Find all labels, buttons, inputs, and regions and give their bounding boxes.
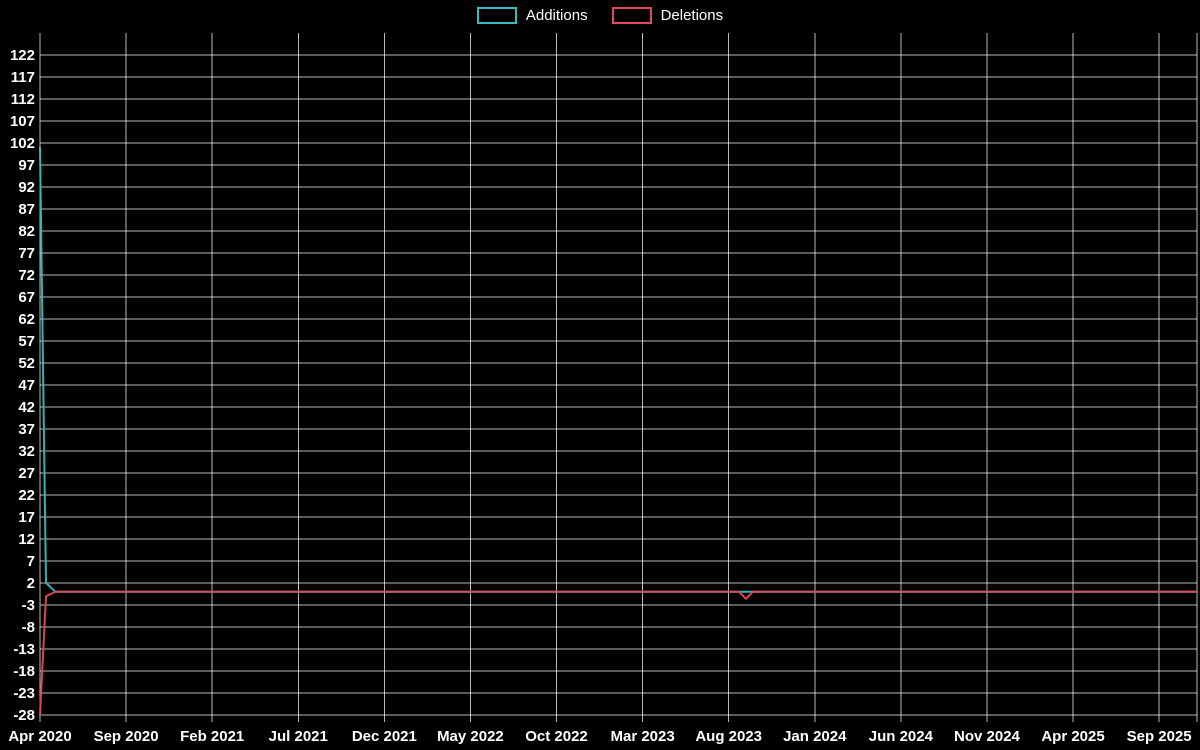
svg-text:97: 97 bbox=[18, 157, 35, 174]
svg-text:27: 27 bbox=[18, 465, 35, 482]
svg-text:Apr 2025: Apr 2025 bbox=[1041, 728, 1104, 745]
svg-text:Oct 2022: Oct 2022 bbox=[525, 728, 588, 745]
y-axis-tick-labels: 1221171121071029792878277726762575247423… bbox=[10, 47, 35, 724]
svg-text:-8: -8 bbox=[22, 619, 35, 636]
svg-text:62: 62 bbox=[18, 311, 35, 328]
svg-text:77: 77 bbox=[18, 245, 35, 262]
svg-text:Mar 2023: Mar 2023 bbox=[610, 728, 674, 745]
svg-text:Sep 2025: Sep 2025 bbox=[1127, 728, 1192, 745]
svg-text:17: 17 bbox=[18, 509, 35, 526]
svg-text:Feb 2021: Feb 2021 bbox=[180, 728, 244, 745]
svg-text:Jan 2024: Jan 2024 bbox=[783, 728, 847, 745]
svg-text:47: 47 bbox=[18, 377, 35, 394]
svg-text:Jul 2021: Jul 2021 bbox=[269, 728, 328, 745]
svg-text:67: 67 bbox=[18, 289, 35, 306]
svg-text:Jun 2024: Jun 2024 bbox=[869, 728, 934, 745]
series-line-deletions bbox=[39, 590, 1198, 716]
series-line-additions bbox=[39, 146, 1198, 593]
svg-text:-28: -28 bbox=[13, 707, 35, 724]
svg-text:Nov 2024: Nov 2024 bbox=[954, 728, 1021, 745]
legend-item-deletions[interactable]: Deletions bbox=[611, 7, 724, 24]
legend-label-deletions: Deletions bbox=[660, 7, 724, 24]
svg-text:2: 2 bbox=[27, 575, 35, 592]
svg-text:22: 22 bbox=[18, 487, 35, 504]
deletions-swatch-icon bbox=[611, 7, 652, 24]
svg-text:Dec 2021: Dec 2021 bbox=[352, 728, 417, 745]
svg-text:87: 87 bbox=[18, 201, 35, 218]
svg-text:112: 112 bbox=[11, 91, 35, 108]
additions-swatch-icon bbox=[476, 7, 517, 24]
svg-text:122: 122 bbox=[10, 47, 35, 64]
svg-text:92: 92 bbox=[18, 179, 35, 196]
svg-text:72: 72 bbox=[18, 267, 35, 284]
legend-item-additions[interactable]: Additions bbox=[476, 7, 588, 24]
svg-text:-3: -3 bbox=[22, 597, 35, 614]
svg-text:Aug 2023: Aug 2023 bbox=[695, 728, 762, 745]
svg-text:May 2022: May 2022 bbox=[437, 728, 504, 745]
svg-text:102: 102 bbox=[10, 135, 35, 152]
svg-text:-13: -13 bbox=[13, 641, 35, 658]
x-axis-tick-labels: Apr 2020 Sep 2020 Feb 2021 Jul 2021 Dec 2021… bbox=[8, 728, 1191, 745]
svg-text:117: 117 bbox=[11, 69, 35, 86]
gridlines bbox=[39, 33, 1198, 722]
svg-text:Apr 2020: Apr 2020 bbox=[8, 728, 71, 745]
svg-text:12: 12 bbox=[18, 531, 35, 548]
svg-text:82: 82 bbox=[18, 223, 35, 240]
svg-text:-18: -18 bbox=[13, 663, 35, 680]
svg-text:107: 107 bbox=[10, 113, 35, 130]
svg-text:52: 52 bbox=[18, 355, 35, 372]
legend-label-additions: Additions bbox=[525, 7, 588, 24]
svg-text:37: 37 bbox=[18, 421, 35, 438]
svg-text:57: 57 bbox=[18, 333, 35, 350]
svg-text:32: 32 bbox=[18, 443, 35, 460]
svg-text:42: 42 bbox=[18, 399, 35, 416]
chart-legend: Additions Deletions bbox=[0, 7, 1200, 24]
svg-text:7: 7 bbox=[27, 553, 35, 570]
svg-text:-23: -23 bbox=[13, 685, 35, 702]
svg-text:Sep 2020: Sep 2020 bbox=[94, 728, 159, 745]
